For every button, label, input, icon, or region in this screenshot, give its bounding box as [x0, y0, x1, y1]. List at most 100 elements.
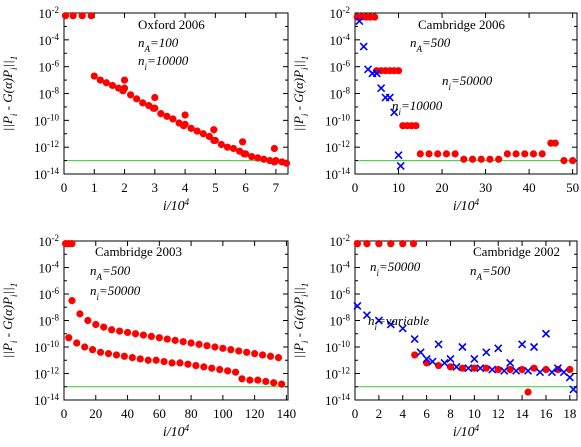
data-point	[506, 365, 514, 374]
data-point	[266, 352, 275, 360]
data-point	[187, 124, 195, 132]
data-point	[482, 348, 491, 357]
data-point	[529, 150, 538, 158]
data-point	[512, 150, 520, 158]
x-tick-label: 40	[121, 406, 134, 421]
x-tick-label: 50	[566, 180, 579, 195]
data-point	[208, 364, 216, 372]
y-tick-label: 10-2	[330, 5, 351, 21]
y-tick-label: 10-6	[330, 286, 351, 302]
data-point	[377, 84, 386, 93]
annotation-label: ni=50000	[442, 73, 493, 92]
x-tick-label: 5	[212, 180, 219, 195]
data-point	[169, 115, 177, 123]
data-point	[553, 364, 562, 373]
y-tick-label: 10-10	[34, 339, 59, 355]
annotation-label: ni=10000	[138, 53, 189, 72]
data-point	[229, 144, 238, 153]
data-point	[210, 126, 218, 134]
x-tick-label: 80	[185, 406, 198, 421]
data-point	[96, 348, 105, 356]
chart-title: Cambridge 2006	[418, 17, 506, 32]
series-2	[353, 301, 578, 394]
data-point	[262, 377, 270, 386]
data-point	[219, 344, 227, 352]
data-point	[193, 127, 201, 135]
x-tick-label: 120	[245, 406, 265, 421]
data-point	[90, 72, 98, 80]
data-point	[104, 350, 113, 358]
data-point	[211, 136, 219, 145]
data-point	[224, 367, 232, 375]
x-tick-label: 6	[423, 406, 430, 421]
data-point	[560, 156, 568, 165]
data-point	[61, 12, 70, 20]
y-tick-label: 10-4	[330, 260, 351, 276]
data-point	[96, 76, 104, 84]
data-point	[251, 350, 259, 358]
data-point	[518, 340, 527, 349]
data-point	[200, 363, 208, 371]
chart-panel-1: 10-2 10-4 10-6 10-8 10-10 10-12 10-140 1 2 3 4 5 6 7 O…	[0, 5, 291, 214]
data-point	[128, 354, 136, 362]
x-tick-label: 140	[277, 406, 297, 421]
data-point	[69, 12, 77, 20]
data-point	[363, 240, 371, 248]
annotation-label: nA=500	[410, 35, 451, 54]
data-point	[199, 130, 207, 138]
data-point	[409, 240, 418, 248]
x-tick-label: 60	[153, 406, 166, 421]
data-point	[238, 375, 246, 383]
x-axis-label: i/104	[453, 423, 480, 440]
y-tick-label: 10-6	[330, 59, 351, 75]
data-point	[370, 13, 379, 21]
data-point	[238, 138, 247, 146]
data-point	[171, 336, 179, 344]
plot-frame	[354, 12, 578, 175]
data-point	[386, 320, 395, 329]
data-point	[458, 342, 467, 352]
data-point	[272, 156, 280, 165]
data-point	[270, 144, 278, 153]
x-tick-label: 10	[392, 180, 405, 195]
data-point	[120, 76, 129, 84]
data-point	[425, 150, 433, 158]
data-point	[242, 150, 250, 158]
data-point	[160, 357, 168, 366]
chart-panel-4: 10-2 10-4 10-6 10-8 10-10 10-12 10-140 2 4 6 8 10 12…	[291, 233, 578, 440]
data-point	[152, 356, 160, 364]
data-point	[530, 364, 538, 372]
data-point	[126, 91, 135, 99]
y-axis-label: ||Pi - G(α)Pi||1	[0, 56, 19, 131]
data-point	[87, 12, 95, 20]
x-tick-label: 20	[436, 180, 449, 195]
data-point	[569, 156, 577, 165]
y-tick-label: 10-10	[34, 112, 59, 128]
series-2	[65, 334, 286, 388]
data-point	[254, 154, 262, 162]
y-tick-label: 10-12	[34, 139, 59, 155]
data-point	[223, 143, 232, 151]
x-axis-label: i/104	[163, 197, 190, 214]
data-point	[108, 81, 117, 90]
data-point	[468, 155, 477, 163]
data-point	[353, 301, 362, 310]
data-point	[442, 150, 451, 158]
data-point	[495, 155, 503, 163]
data-point	[92, 320, 100, 329]
x-tick-label: 0	[352, 180, 359, 195]
y-tick-label: 10-10	[325, 339, 350, 355]
y-tick-label: 10-8	[39, 86, 60, 102]
y-tick-label: 10-8	[330, 313, 351, 329]
annotation-label: nA=500	[470, 263, 511, 282]
annotation-label: nA=100	[138, 35, 179, 54]
data-point	[446, 354, 455, 363]
data-point	[168, 359, 176, 367]
y-axis-label: ||Pi - G(α)Pi||1	[291, 56, 310, 131]
data-point	[100, 323, 108, 331]
x-tick-label: 8	[447, 406, 454, 421]
y-axis-label: ||Pi - G(α)Pi||1	[0, 283, 19, 358]
svg-text:||Pi - G(α)Pi||1: ||Pi - G(α)Pi||1	[291, 56, 310, 131]
data-point	[541, 329, 551, 338]
data-point	[65, 334, 73, 342]
